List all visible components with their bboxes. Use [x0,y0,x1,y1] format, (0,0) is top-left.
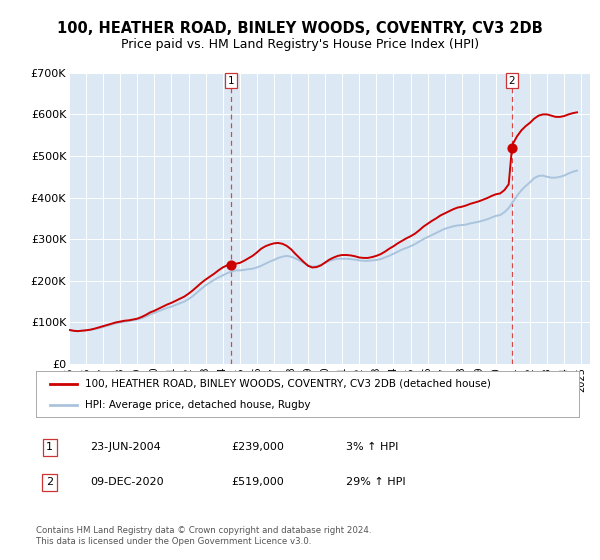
Text: 3% ↑ HPI: 3% ↑ HPI [346,442,398,452]
Text: 2: 2 [509,76,515,86]
Text: 100, HEATHER ROAD, BINLEY WOODS, COVENTRY, CV3 2DB (detached house): 100, HEATHER ROAD, BINLEY WOODS, COVENTR… [85,379,491,389]
Text: 29% ↑ HPI: 29% ↑ HPI [346,478,405,487]
Point [507,143,517,152]
Text: HPI: Average price, detached house, Rugby: HPI: Average price, detached house, Rugb… [85,400,310,410]
Text: 23-JUN-2004: 23-JUN-2004 [91,442,161,452]
Text: 1: 1 [227,76,234,86]
Text: 2: 2 [46,478,53,487]
Text: £239,000: £239,000 [232,442,284,452]
Text: Contains HM Land Registry data © Crown copyright and database right 2024.
This d: Contains HM Land Registry data © Crown c… [36,526,371,546]
Text: 1: 1 [46,442,53,452]
Text: £519,000: £519,000 [232,478,284,487]
Text: 09-DEC-2020: 09-DEC-2020 [91,478,164,487]
Text: 100, HEATHER ROAD, BINLEY WOODS, COVENTRY, CV3 2DB: 100, HEATHER ROAD, BINLEY WOODS, COVENTR… [57,21,543,36]
Point [226,260,236,269]
Text: Price paid vs. HM Land Registry's House Price Index (HPI): Price paid vs. HM Land Registry's House … [121,38,479,50]
